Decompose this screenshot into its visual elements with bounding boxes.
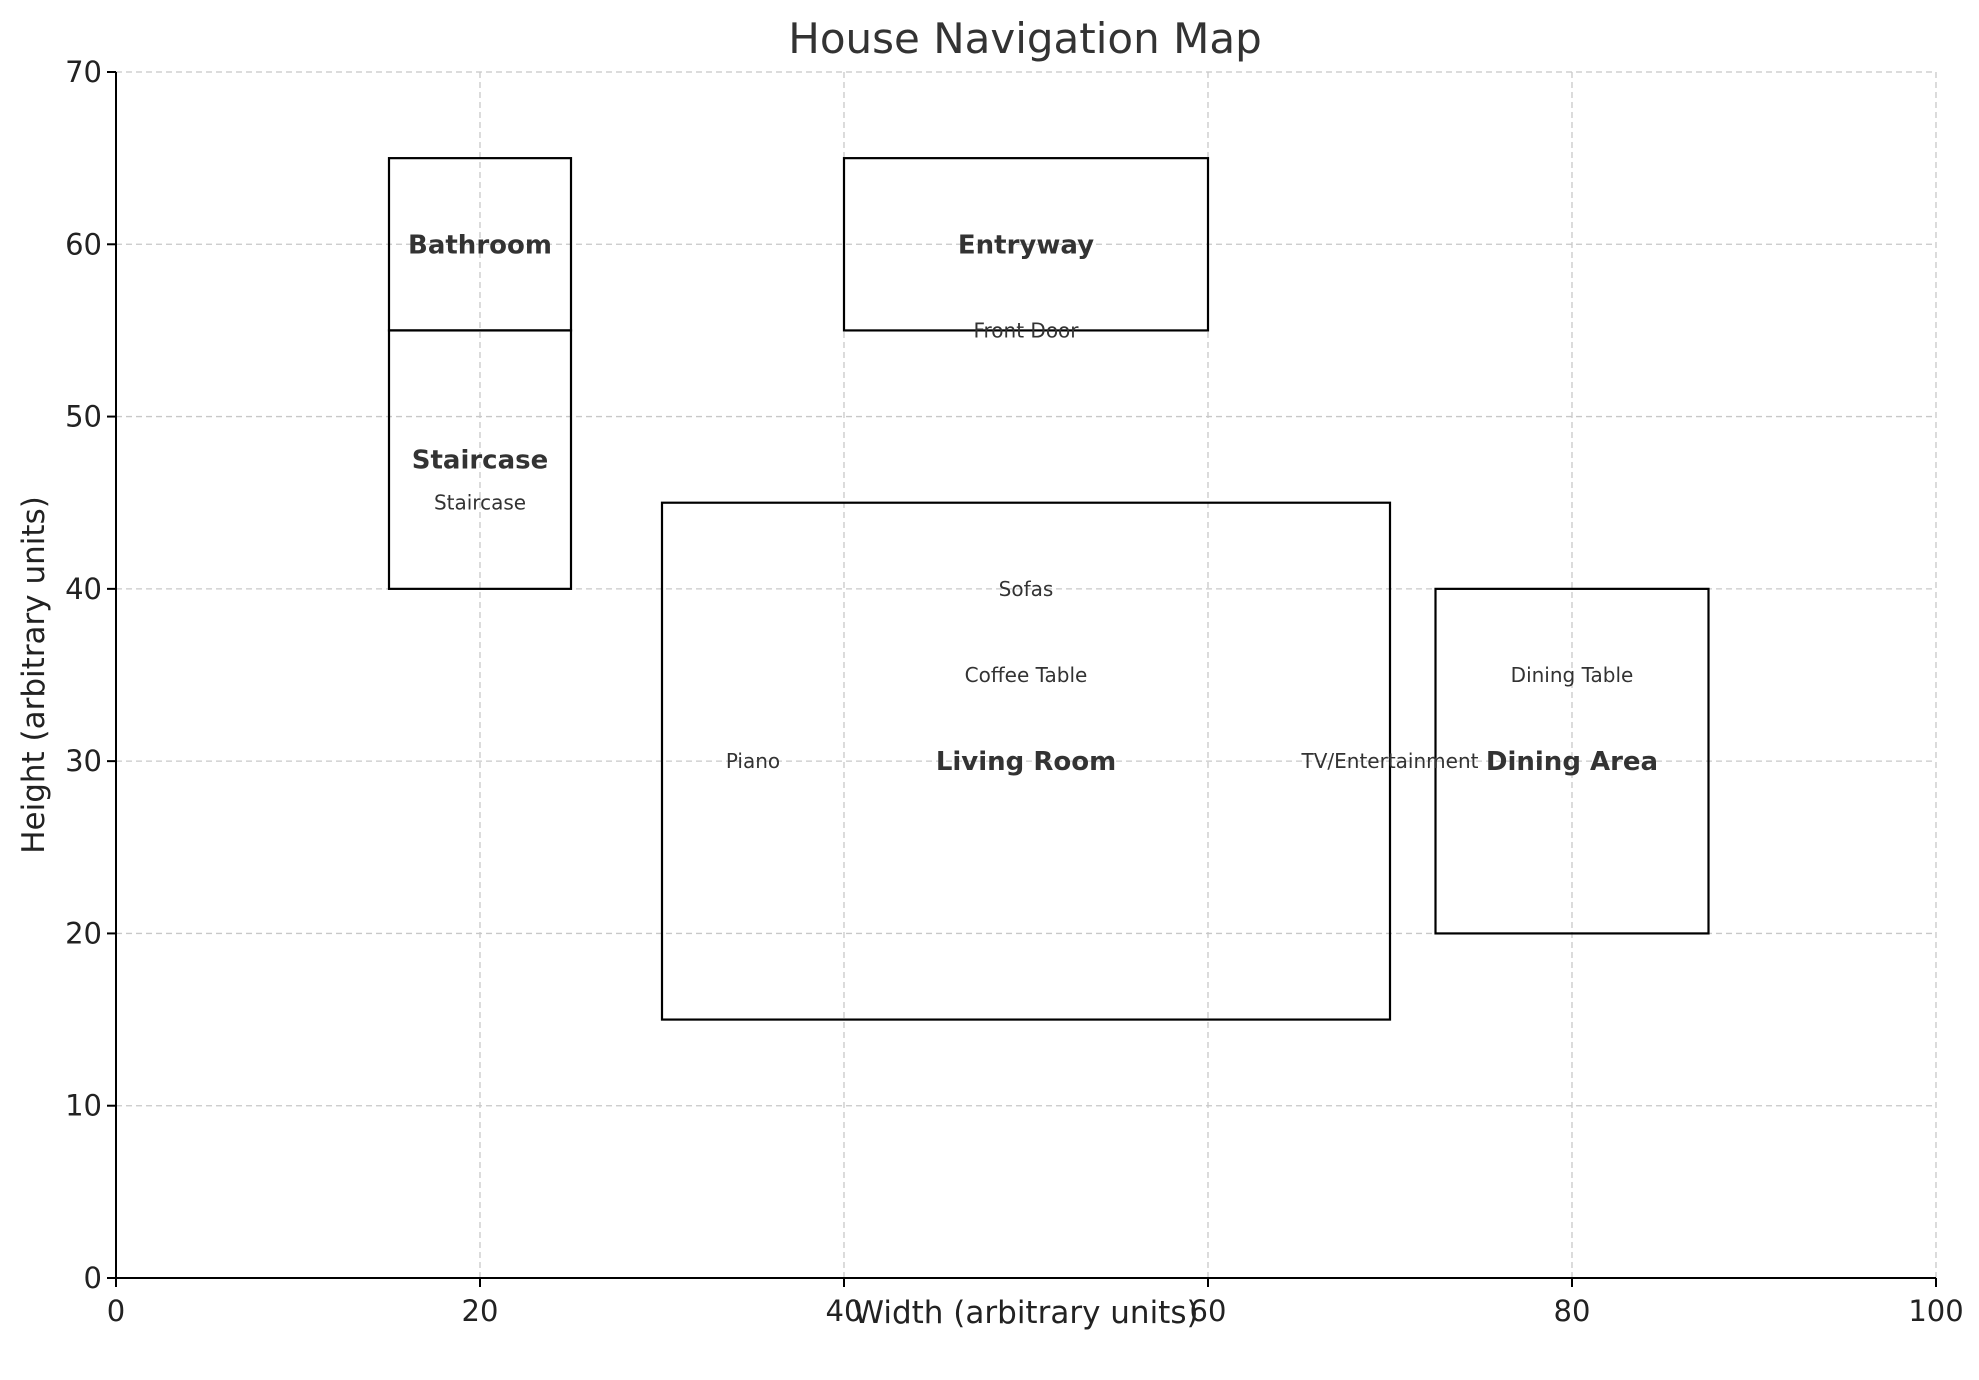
rooms: Bathroom Staircase Entryway Living Room Dini… [387, 157, 1710, 1021]
room-label-bathroom: Bathroom [408, 230, 552, 260]
item-label-piano: Piano [726, 749, 780, 773]
y-tick-label: 70 [65, 55, 102, 89]
item-label-front-door: Front Door [973, 318, 1079, 342]
room-label-living-room: Living Room [936, 747, 1116, 777]
y-tick-label: 40 [65, 572, 102, 606]
item-label-staircase: Staircase [434, 491, 526, 515]
x-tick-label: 40 [826, 1294, 863, 1328]
room-staircase [387, 329, 573, 590]
room-label-staircase: Staircase [412, 446, 549, 476]
x-axis-label: Width (arbitrary units) [853, 1295, 1198, 1331]
y-tick-label: 60 [65, 227, 102, 261]
y-tick-label: 30 [65, 744, 102, 778]
room-dining-area [1434, 587, 1710, 935]
chart-title: House Navigation Map [788, 14, 1261, 63]
y-tick-label: 0 [84, 1261, 102, 1295]
item-label-tv-entertainment: TV/Entertainment [1301, 749, 1479, 773]
room-living-room [660, 501, 1392, 1021]
ticks: 0 20 40 60 80 100 0 10 20 30 40 50 60 70 [65, 55, 1964, 1328]
x-tick-label: 60 [1190, 1294, 1227, 1328]
x-tick-label: 100 [1908, 1294, 1963, 1328]
item-label-dining-table: Dining Table [1511, 663, 1634, 687]
x-tick-label: 0 [107, 1294, 125, 1328]
axes [115, 72, 1936, 1279]
y-axis-label: Height (arbitrary units) [16, 496, 52, 854]
room-label-entryway: Entryway [958, 230, 1094, 260]
room-label-dining-area: Dining Area [1486, 747, 1658, 777]
items: Staircase Front Door Sofas Coffee Table Pian… [434, 318, 1633, 773]
item-label-sofas: Sofas [999, 577, 1054, 601]
x-tick-label: 20 [462, 1294, 499, 1328]
x-tick-label: 80 [1554, 1294, 1591, 1328]
room-entryway [842, 157, 1210, 332]
y-tick-label: 10 [65, 1089, 102, 1123]
y-tick-label: 20 [65, 916, 102, 950]
y-tick-label: 50 [65, 400, 102, 434]
item-label-coffee-table: Coffee Table [965, 663, 1088, 687]
